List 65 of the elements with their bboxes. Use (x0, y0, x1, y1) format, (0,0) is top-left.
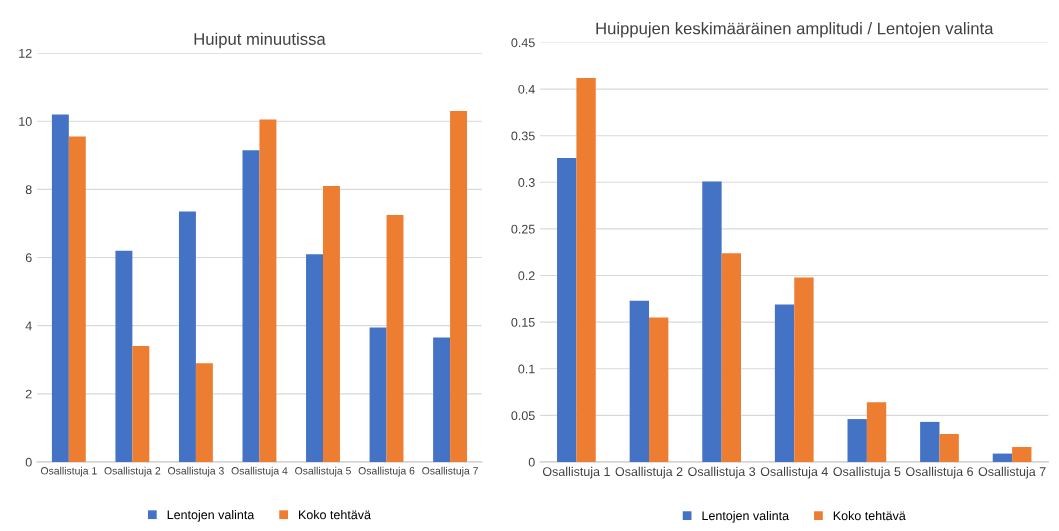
bar (847, 419, 867, 462)
bar (369, 327, 387, 462)
x-tick-label: Osallistuja 7 (422, 466, 478, 477)
y-tick-label: 0.4 (518, 84, 535, 94)
x-tick-label: Osallistuja 1 (542, 466, 610, 479)
y-tick-label: 0.45 (511, 38, 535, 48)
y-tick-label: 0.15 (511, 317, 535, 327)
x-tick-label: Osallistuja 6 (358, 466, 415, 477)
x-tick-label: Osallistuja 2 (615, 466, 683, 479)
y-tick-label: 2 (25, 389, 32, 399)
bar (920, 421, 940, 462)
x-tick-label: Osallistuja 5 (833, 466, 901, 479)
bar (195, 363, 213, 462)
bar (866, 402, 887, 462)
chart-title: Huippujen keskimääräinen amplitudi / Lentojen valinta (596, 22, 994, 38)
y-tick-label: 0.1 (518, 364, 535, 374)
x-tick-label: Osallistuja 7 (978, 466, 1046, 479)
bar (557, 158, 577, 462)
bar (323, 185, 340, 462)
y-tick-label: 0.25 (511, 224, 535, 234)
bar (649, 317, 669, 462)
bar (433, 337, 451, 462)
bar (242, 150, 260, 462)
y-tick-label: 10 (19, 117, 32, 126)
x-tick-label: Osallistuja 5 (295, 466, 351, 477)
bar (992, 453, 1013, 462)
bar (1012, 447, 1032, 462)
bar (450, 111, 468, 462)
bar (702, 181, 722, 462)
bar (178, 211, 196, 462)
bar (939, 434, 959, 462)
y-tick-label: 0.05 (511, 411, 535, 421)
y-tick-label: 0.2 (518, 271, 535, 281)
x-tick-label: Osallistuja 1 (40, 466, 97, 477)
y-tick-label: 0.35 (511, 131, 535, 141)
x-tick-label: Osallistuja 3 (168, 466, 224, 477)
bar (259, 119, 277, 462)
x-tick-label: Osallistuja 4 (760, 466, 828, 479)
x-tick-label: Osallistuja 6 (906, 466, 973, 479)
bar (306, 254, 323, 462)
bar (629, 300, 650, 462)
legend-label: Lentojen valinta (167, 510, 255, 522)
bar (115, 250, 133, 462)
bar (132, 346, 150, 462)
y-tick-label: 0 (25, 457, 32, 467)
y-tick-label: 8 (25, 185, 32, 195)
legend-label: Koko tehtävä (833, 510, 906, 521)
y-tick-label: 6 (25, 253, 32, 263)
bar (68, 136, 86, 462)
y-tick-label: 0 (528, 457, 535, 467)
bar (386, 214, 404, 462)
chart-title: Huiput minuutissa (194, 32, 326, 49)
y-tick-label: 4 (25, 321, 32, 331)
x-tick-label: Osallistuja 4 (231, 466, 288, 477)
y-tick-label: 0.3 (518, 178, 535, 187)
x-tick-label: Osallistuja 2 (104, 466, 161, 477)
x-tick-label: Osallistuja 3 (688, 466, 756, 479)
bar (794, 277, 814, 462)
bar (774, 304, 795, 462)
bar (51, 114, 69, 462)
legend-label: Lentojen valinta (702, 510, 790, 523)
y-tick-label: 12 (19, 48, 32, 58)
legend-label: Koko tehtävä (299, 510, 371, 520)
bar (576, 77, 596, 462)
bar (721, 253, 741, 462)
